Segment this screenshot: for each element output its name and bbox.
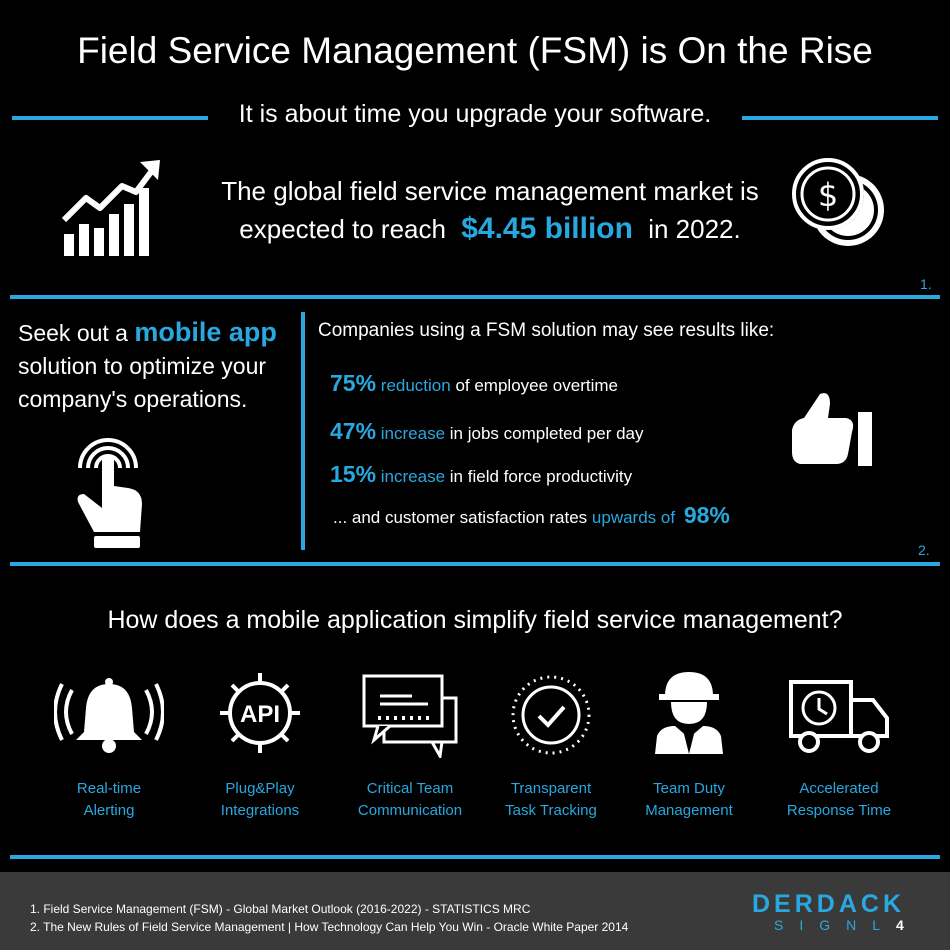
growth-chart-icon <box>61 160 160 256</box>
feature-label-line-1: Accelerated <box>799 780 879 797</box>
page-subtitle: It is about time you upgrade your softwa… <box>238 100 712 128</box>
references: 1. Field Service Management (FSM) - Glob… <box>30 900 628 936</box>
feature-response-time: Accelerated Response Time <box>764 676 914 819</box>
mobile-highlight: mobile app <box>134 317 277 347</box>
logo-sub: SIGNL4 <box>752 917 932 933</box>
feature-label-line-2: Response Time <box>786 802 892 819</box>
stat-keyword: reduction <box>380 376 451 395</box>
market-statement: The global field service management mark… <box>170 172 810 248</box>
stat-keyword: increase <box>380 467 446 486</box>
stat-percent: 98% <box>683 502 730 528</box>
logo-sub-letters: SIGNL <box>774 917 897 933</box>
feature-team-duty: Team Duty Management <box>614 672 764 819</box>
feature-task-tracking: Transparent Task Tracking <box>476 675 626 819</box>
feature-label-line-2: Communication <box>357 802 463 819</box>
page-title: Field Service Management (FSM) is On the… <box>77 30 873 71</box>
divider <box>12 116 208 120</box>
feature-label-line-2: Alerting <box>83 802 135 819</box>
stat-percent: 75% <box>330 370 377 396</box>
chat-bubbles-icon <box>362 674 458 758</box>
mobile-line-1: Seek out a mobile app <box>18 316 298 350</box>
feature-label: Real-time Alerting <box>34 778 184 822</box>
feature-team-communication: Critical Team Communication <box>335 674 485 819</box>
section-vertical-divider <box>301 312 305 550</box>
svg-text:$: $ <box>818 176 838 214</box>
reference-1: 1. Field Service Management (FSM) - Glob… <box>30 902 531 916</box>
feature-label: Transparent Task Tracking <box>476 778 626 822</box>
market-line-2-post: in 2022. <box>648 214 741 244</box>
feature-label: Team Duty Management <box>614 778 764 822</box>
market-line-2-pre: expected to reach <box>239 214 446 244</box>
divider <box>10 295 940 299</box>
feature-label: Plug&Play Integrations <box>185 778 335 822</box>
footer <box>0 872 950 950</box>
divider <box>10 855 940 859</box>
mobile-line-2: solution to optimize your <box>18 353 267 379</box>
footnote-1: 1. <box>920 276 932 292</box>
feature-integrations: API Plug&Play Integrations <box>185 673 335 819</box>
stat-text: of employee overtime <box>455 376 618 395</box>
derdack-signl4-logo: DERDACK SIGNL4 <box>752 890 932 933</box>
market-line-1: The global field service management mark… <box>221 176 759 206</box>
stat-productivity: 15% increase in field force productivity <box>330 461 632 488</box>
feature-label-line-1: Plug&Play <box>225 780 295 797</box>
market-line-2: expected to reach $4.45 billion in 2022. <box>170 210 810 248</box>
stat-text: in jobs completed per day <box>449 424 644 443</box>
mobile-line-3: company's operations. <box>18 386 248 412</box>
stat-percent: 47% <box>330 418 377 444</box>
divider <box>742 116 938 120</box>
stat-keyword: upwards of <box>591 508 676 527</box>
divider <box>10 562 940 566</box>
stat-text: ... and customer satisfaction rates <box>333 508 588 527</box>
check-circle-icon <box>511 675 591 755</box>
logo-word: DERDACK <box>752 890 905 918</box>
feature-realtime-alerting: Real-time Alerting <box>34 676 184 819</box>
feature-label: Critical Team Communication <box>335 778 485 822</box>
api-gear-icon: API <box>220 673 300 753</box>
mobile-pre: Seek out a <box>18 320 128 346</box>
bell-icon <box>54 678 164 753</box>
thumbs-up-icon <box>792 393 872 466</box>
api-text: API <box>240 701 280 728</box>
stat-text: in field force productivity <box>449 467 633 486</box>
feature-label-line-2: Integrations <box>220 802 300 819</box>
feature-label: Accelerated Response Time <box>764 778 914 822</box>
feature-label-line-1: Critical Team <box>366 780 454 797</box>
reference-2: 2. The New Rules of Field Service Manage… <box>30 920 629 934</box>
market-amount: $4.45 billion <box>461 212 633 245</box>
coins-icon: $ <box>792 158 884 246</box>
logo-sub-number: 4 <box>896 917 920 933</box>
footnote-2: 2. <box>918 542 930 558</box>
feature-label-line-2: Task Tracking <box>505 802 597 819</box>
stat-keyword: increase <box>380 424 446 443</box>
worker-icon <box>655 672 723 754</box>
feature-label-line-2: Management <box>645 802 733 819</box>
feature-label-line-1: Real-time <box>76 780 142 797</box>
touch-hand-icon <box>77 438 142 548</box>
feature-label-line-1: Team Duty <box>653 780 725 797</box>
stat-jobs: 47% increase in jobs completed per day <box>330 418 644 445</box>
section-question: How does a mobile application simplify f… <box>107 606 843 634</box>
mobile-app-callout: Seek out a mobile app solution to optimi… <box>18 316 298 416</box>
stat-satisfaction: ... and customer satisfaction rates upwa… <box>333 502 730 529</box>
feature-label-line-1: Transparent <box>510 780 592 797</box>
delivery-truck-icon <box>789 680 889 753</box>
stat-overtime: 75% reduction of employee overtime <box>330 370 618 397</box>
stat-percent: 15% <box>330 461 377 487</box>
results-intro: Companies using a FSM solution may see r… <box>318 320 775 341</box>
